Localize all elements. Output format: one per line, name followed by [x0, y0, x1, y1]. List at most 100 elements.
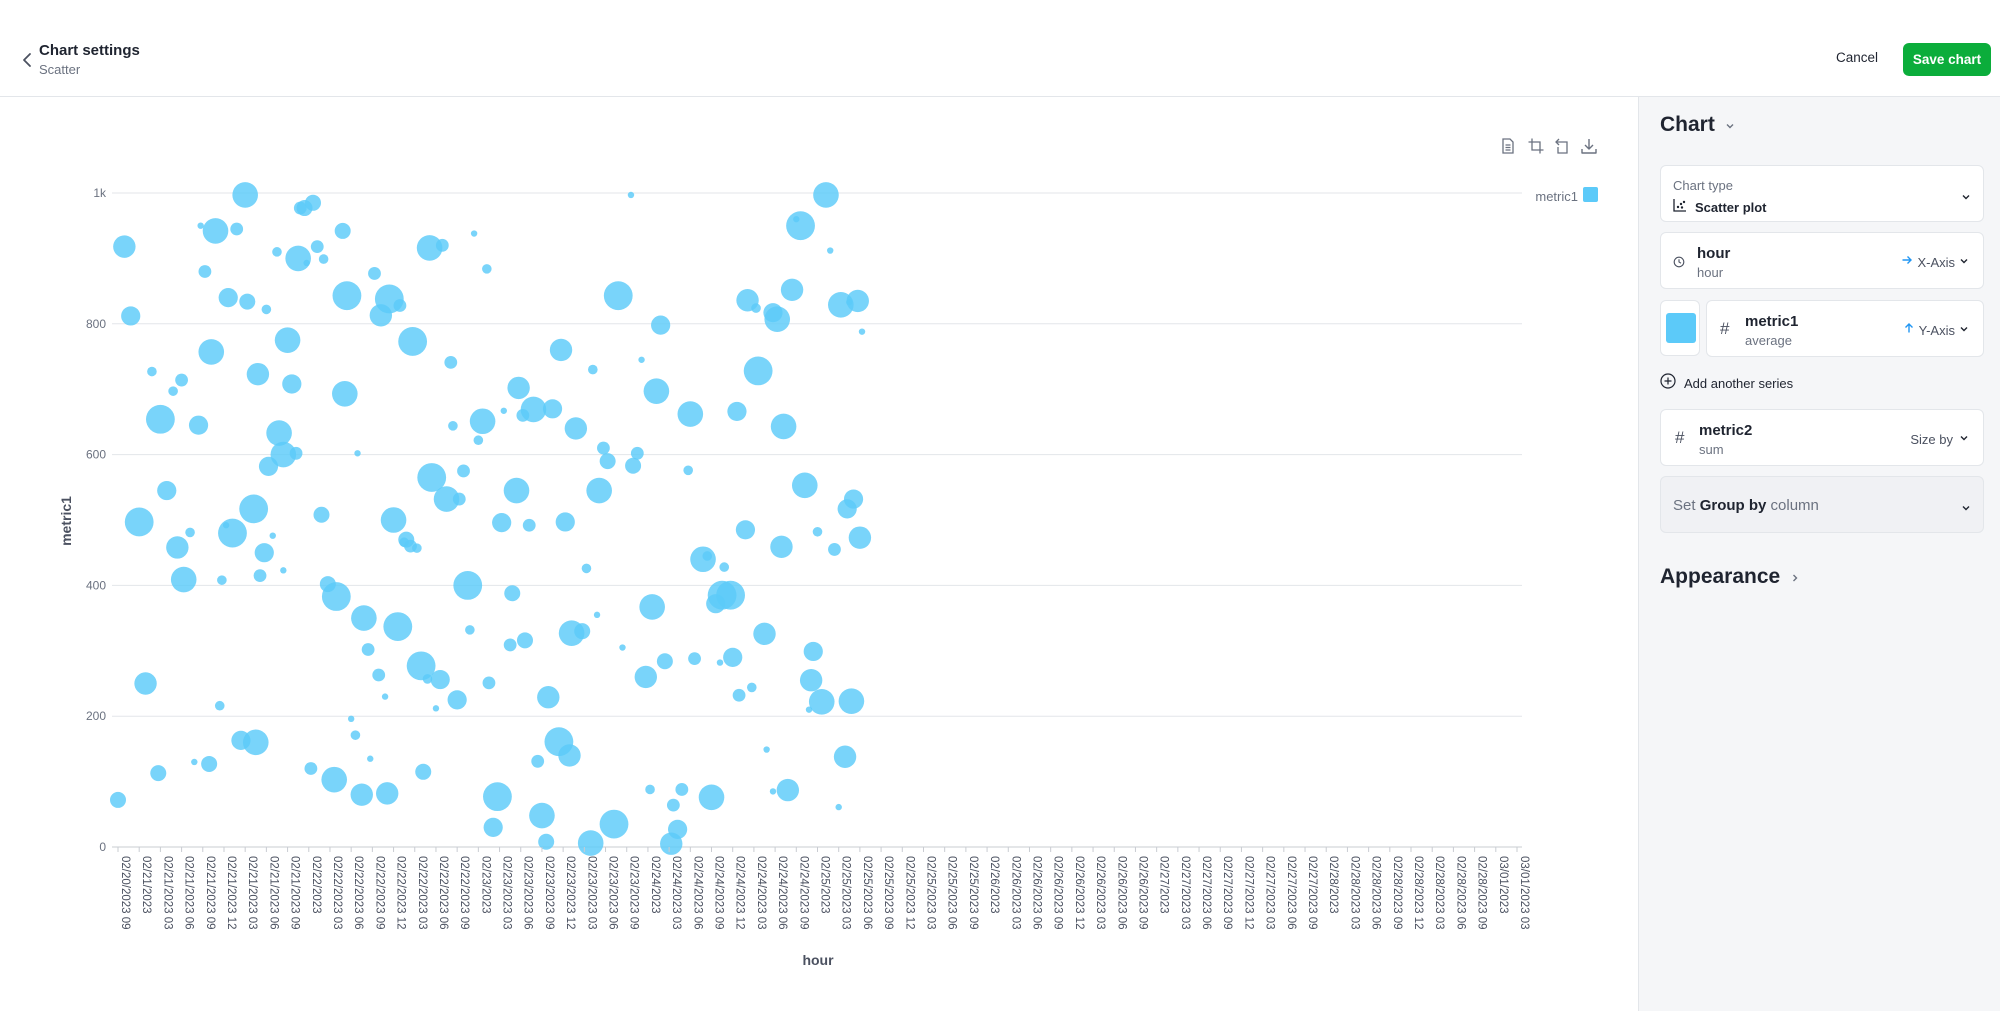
scatter-point[interactable] [321, 582, 351, 611]
scatter-point[interactable] [520, 396, 547, 423]
scatter-point[interactable] [482, 264, 492, 274]
scatter-point[interactable] [372, 668, 386, 682]
scatter-point[interactable] [577, 830, 604, 856]
scatter-point[interactable] [656, 653, 673, 670]
document-icon[interactable] [1499, 137, 1517, 155]
series-color-picker[interactable] [1660, 300, 1700, 356]
scatter-point[interactable] [457, 464, 470, 478]
scatter-point[interactable] [593, 611, 601, 619]
scatter-point[interactable] [769, 788, 777, 795]
scatter-point[interactable] [239, 494, 269, 524]
scatter-point[interactable] [603, 281, 633, 311]
scatter-point[interactable] [770, 413, 797, 440]
scatter-point[interactable] [639, 594, 665, 620]
scatter-point[interactable] [483, 817, 503, 837]
scatter-point[interactable] [732, 688, 746, 702]
scatter-point[interactable] [599, 453, 616, 470]
appearance-section-heading[interactable]: Appearance [1660, 565, 1800, 589]
scatter-point[interactable] [310, 240, 324, 254]
scatter-point[interactable] [230, 222, 244, 236]
scatter-point[interactable] [175, 373, 188, 387]
scatter-point[interactable] [412, 543, 422, 553]
rotate-icon[interactable] [1553, 137, 1571, 155]
size-by-role-select[interactable]: Size by [1910, 430, 1969, 448]
scatter-point[interactable] [246, 362, 270, 386]
scatter-point[interactable] [581, 563, 592, 574]
scatter-point[interactable] [470, 230, 478, 237]
scatter-point[interactable] [776, 778, 800, 802]
scatter-point[interactable] [803, 641, 823, 662]
scatter-point[interactable] [347, 715, 355, 723]
scatter-point[interactable] [191, 758, 198, 766]
scatter-point[interactable] [529, 802, 555, 829]
scatter-point[interactable] [134, 672, 157, 695]
scatter-point[interactable] [503, 477, 530, 504]
scatter-point[interactable] [432, 705, 440, 712]
scatter-point[interactable] [367, 755, 374, 762]
scatter-point[interactable] [430, 669, 450, 690]
scatter-point[interactable] [555, 512, 575, 532]
scatter-point[interactable] [538, 833, 555, 850]
scatter-point[interactable] [444, 355, 458, 369]
scatter-point[interactable] [350, 730, 361, 740]
group-by-select[interactable]: Set Group by column [1660, 476, 1984, 533]
scatter-point[interactable] [188, 415, 209, 435]
scatter-point[interactable] [274, 327, 301, 353]
scatter-point[interactable] [422, 674, 433, 684]
scatter-point[interactable] [447, 690, 467, 710]
scatter-point[interactable] [537, 686, 560, 709]
scatter-point[interactable] [588, 364, 598, 375]
scatter-point[interactable] [415, 763, 432, 780]
scatter-point[interactable] [500, 407, 507, 414]
download-icon[interactable] [1580, 137, 1598, 155]
scatter-point[interactable] [217, 575, 227, 585]
scatter-point[interactable] [113, 235, 136, 258]
scatter-point[interactable] [433, 486, 460, 512]
scatter-point[interactable] [242, 729, 269, 756]
scatter-point[interactable] [448, 421, 458, 431]
scatter-point[interactable] [812, 526, 823, 537]
scatter-point[interactable] [354, 450, 361, 457]
scatter-point[interactable] [253, 569, 267, 582]
scatter-point[interactable] [666, 798, 680, 812]
scatter-point[interactable] [675, 783, 689, 796]
scatter-point[interactable] [688, 652, 701, 666]
scatter-point[interactable] [416, 235, 443, 261]
scatter-point[interactable] [516, 632, 533, 649]
cancel-button[interactable]: Cancel [1836, 50, 1879, 65]
scatter-point[interactable] [799, 669, 823, 692]
scatter-point[interactable] [383, 612, 413, 642]
scatter-point[interactable] [270, 441, 297, 468]
chart-type-select[interactable]: Chart type Scatter plot [1660, 165, 1984, 222]
scatter-point[interactable] [482, 676, 496, 690]
scatter-point[interactable] [735, 520, 756, 540]
scatter-point[interactable] [835, 803, 842, 811]
scatter-point[interactable] [503, 638, 517, 652]
scatter-point[interactable] [827, 247, 834, 254]
scatter-point[interactable] [269, 532, 276, 539]
scatter-point[interactable] [121, 306, 141, 326]
scatter-point[interactable] [376, 782, 399, 805]
scatter-point[interactable] [406, 651, 436, 681]
scatter-point[interactable] [542, 399, 563, 419]
scatter-point[interactable] [716, 659, 724, 666]
scatter-point[interactable] [393, 299, 407, 312]
scatter-point[interactable] [858, 328, 866, 335]
scatter-point[interactable] [381, 693, 389, 700]
scatter-point[interactable] [170, 566, 197, 593]
scatter-point[interactable] [202, 218, 229, 244]
scatter-point[interactable] [645, 784, 655, 795]
size-by-field[interactable]: # metric2 sum Size by [1660, 409, 1984, 466]
scatter-point[interactable] [232, 182, 258, 208]
scatter-point[interactable] [313, 506, 330, 523]
scatter-point[interactable] [727, 401, 747, 422]
scatter-point[interactable] [452, 492, 466, 506]
scatter-point[interactable] [753, 622, 776, 645]
scatter-point[interactable] [574, 623, 591, 640]
scatter-point[interactable] [166, 536, 189, 559]
scatter-point[interactable] [305, 194, 322, 211]
scatter-point[interactable] [150, 765, 167, 782]
scatter-point[interactable] [282, 374, 302, 394]
scatter-point[interactable] [465, 625, 475, 635]
scatter-point[interactable] [469, 408, 496, 435]
